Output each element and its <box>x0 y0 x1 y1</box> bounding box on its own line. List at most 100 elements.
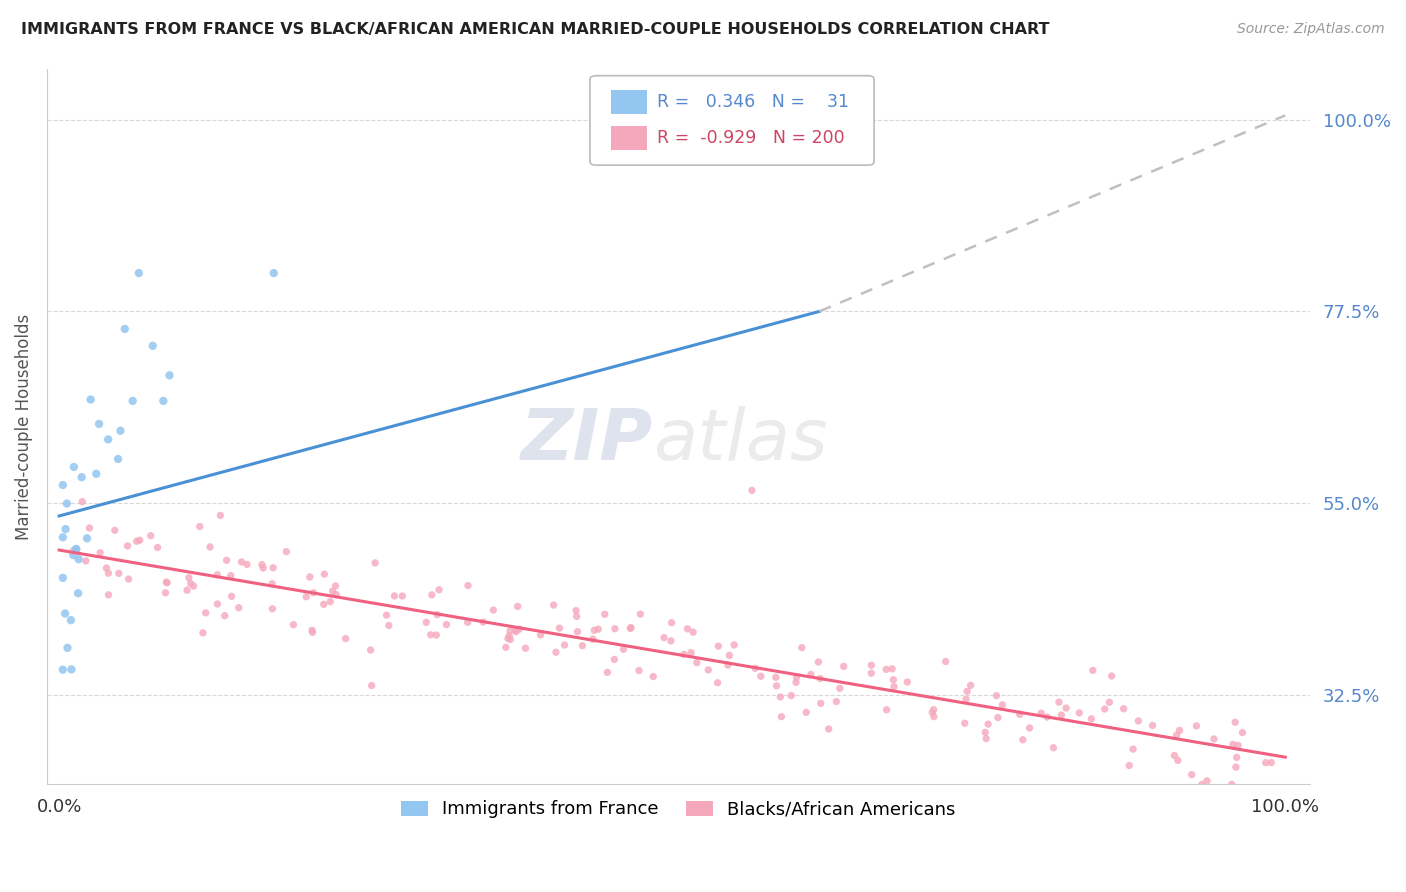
Point <box>765 679 787 693</box>
Point <box>1118 758 1140 772</box>
Point <box>1260 756 1282 770</box>
Point <box>1181 767 1204 781</box>
Point <box>63 459 86 474</box>
Point <box>360 679 382 693</box>
Point <box>176 583 198 598</box>
Point <box>1112 702 1135 716</box>
Point <box>661 615 683 630</box>
Point <box>384 589 406 603</box>
Point <box>832 659 855 673</box>
Point <box>425 628 447 642</box>
Point <box>744 661 766 675</box>
Point <box>505 624 527 638</box>
Point <box>60 662 83 676</box>
Point <box>749 669 772 683</box>
Point <box>544 645 567 659</box>
Point <box>548 621 571 635</box>
Point <box>505 624 527 639</box>
Point <box>155 586 177 600</box>
Point <box>79 392 101 407</box>
Point <box>250 558 273 572</box>
Point <box>52 663 75 677</box>
Point <box>97 566 120 581</box>
Point <box>1195 773 1218 788</box>
Point <box>582 632 605 647</box>
Point <box>882 662 904 676</box>
Point <box>1191 777 1213 791</box>
Point <box>529 628 551 642</box>
Point <box>152 393 174 408</box>
Text: IMMIGRANTS FROM FRANCE VS BLACK/AFRICAN AMERICAN MARRIED-COUPLE HOUSEHOLDS CORRE: IMMIGRANTS FROM FRANCE VS BLACK/AFRICAN … <box>21 22 1050 37</box>
Point <box>741 483 763 498</box>
Point <box>974 725 997 739</box>
Point <box>956 684 979 698</box>
Point <box>1080 712 1102 726</box>
Point <box>977 717 1000 731</box>
Point <box>472 615 495 629</box>
Point <box>785 675 807 690</box>
Point <box>1166 728 1188 742</box>
Point <box>70 470 93 484</box>
Point <box>56 496 79 510</box>
Point <box>1047 695 1070 709</box>
Point <box>786 670 808 684</box>
Point <box>807 655 830 669</box>
Point <box>652 631 675 645</box>
Point <box>96 561 118 575</box>
Point <box>499 624 522 638</box>
Point <box>1122 742 1144 756</box>
Point <box>426 607 449 622</box>
Point <box>325 579 347 593</box>
Point <box>953 716 976 731</box>
Point <box>56 640 79 655</box>
Point <box>921 706 943 720</box>
Point <box>883 680 905 694</box>
Point <box>194 606 217 620</box>
Point <box>1069 706 1091 720</box>
Point <box>1220 777 1243 791</box>
Point <box>75 554 97 568</box>
Y-axis label: Married-couple Households: Married-couple Households <box>15 313 32 540</box>
Point <box>1225 760 1247 774</box>
Point <box>860 658 883 673</box>
Text: R =  -0.929   N = 200: R = -0.929 N = 200 <box>657 129 845 147</box>
Point <box>935 655 957 669</box>
Point <box>65 541 87 556</box>
Point <box>1202 731 1225 746</box>
Point <box>214 608 236 623</box>
Point <box>52 571 75 585</box>
Point <box>128 266 150 280</box>
Point <box>107 566 129 581</box>
FancyBboxPatch shape <box>612 90 647 114</box>
Point <box>1185 719 1208 733</box>
Text: R =   0.346   N =    31: R = 0.346 N = 31 <box>657 93 849 112</box>
Point <box>53 607 76 621</box>
Point <box>1050 708 1073 723</box>
Point <box>177 571 200 585</box>
Point <box>121 393 143 408</box>
Point <box>1142 718 1164 732</box>
Point <box>1232 725 1254 739</box>
FancyBboxPatch shape <box>591 76 875 165</box>
FancyBboxPatch shape <box>612 126 647 150</box>
Point <box>97 588 120 602</box>
Point <box>335 632 357 646</box>
Point <box>72 494 94 508</box>
Point <box>496 632 519 646</box>
Point <box>191 626 214 640</box>
Point <box>155 575 177 590</box>
Point <box>378 618 401 632</box>
Point <box>643 669 665 683</box>
Point <box>1042 740 1064 755</box>
Point <box>207 597 229 611</box>
Point <box>125 534 148 549</box>
Point <box>364 556 387 570</box>
Point <box>283 617 305 632</box>
Point <box>209 508 232 523</box>
Point <box>65 542 87 557</box>
Point <box>882 673 904 687</box>
Point <box>84 467 107 481</box>
Point <box>314 567 336 582</box>
Point <box>1254 756 1277 770</box>
Point <box>139 529 162 543</box>
